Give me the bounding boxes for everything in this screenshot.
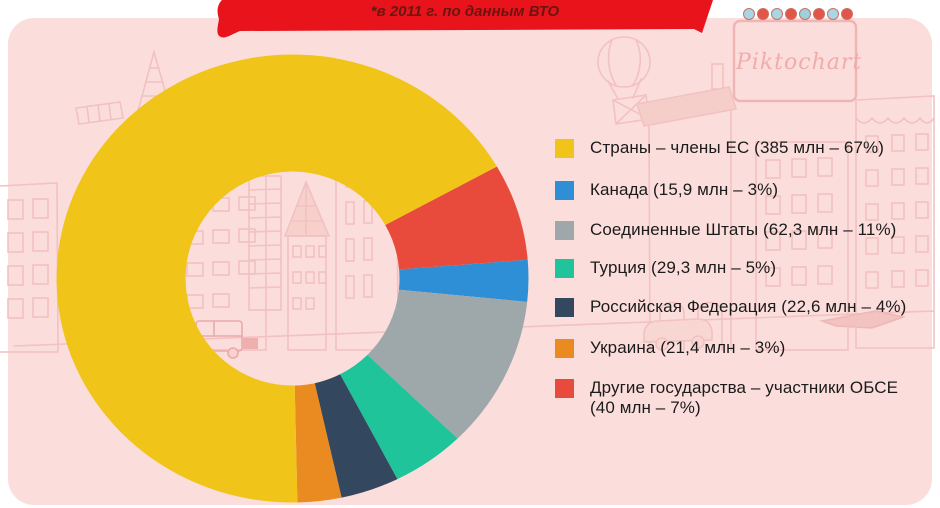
- pie-slice-0: [56, 54, 497, 503]
- legend-label: Страны – члены ЕС (385 млн – 67%): [590, 138, 885, 157]
- bead-icon: [743, 8, 755, 20]
- legend-swatch: [555, 259, 574, 278]
- legend-label: Канада (15,9 млн – 3%): [590, 180, 779, 199]
- pie-slice-1: [398, 259, 529, 302]
- legend-item: Канада (15,9 млн – 3%): [555, 180, 912, 200]
- bead-icon: [799, 8, 811, 20]
- legend-swatch: [555, 221, 574, 240]
- bead-icon: [757, 8, 769, 20]
- legend-swatch: [555, 181, 574, 200]
- ribbon-shape: [217, 0, 714, 38]
- legend-label: Российская Федерация (22,6 млн – 4%): [590, 297, 907, 316]
- legend-label: Турция (29,3 млн – 5%): [590, 258, 777, 277]
- bead-icon: [827, 8, 839, 20]
- legend-item: Турция (29,3 млн – 5%): [555, 258, 912, 278]
- pie-slice-4: [314, 374, 398, 498]
- bead-icon: [785, 8, 797, 20]
- legend-item: Соединенные Штаты (62,3 млн – 11%): [555, 220, 912, 240]
- bead-icon: [771, 8, 783, 20]
- bead-icon: [813, 8, 825, 20]
- legend-label: Украина (21,4 млн – 3%): [590, 338, 786, 357]
- legend-swatch: [555, 379, 574, 398]
- pie-slice-3: [340, 354, 458, 480]
- banner-note: *в 2011 г. по данным ВТО: [370, 3, 560, 20]
- legend-item: Российская Федерация (22,6 млн – 4%): [555, 297, 912, 317]
- pie-slice-5: [294, 383, 342, 503]
- legend-item: Страны – члены ЕС (385 млн – 67%): [555, 138, 912, 158]
- legend-swatch: [555, 298, 574, 317]
- legend-swatch: [555, 339, 574, 358]
- pie-slice-2: [367, 289, 528, 439]
- legend-swatch: [555, 139, 574, 158]
- piktochart-logo: Piktochart: [736, 50, 863, 75]
- ribbon-banner: [217, 0, 714, 38]
- legend-item: Украина (21,4 млн – 3%): [555, 338, 912, 358]
- legend-label: Другие государства – участники ОБСЕ (40 …: [590, 378, 899, 417]
- pie-slice-6: [385, 166, 528, 270]
- legend-label: Соединенные Штаты (62,3 млн – 11%): [590, 220, 897, 239]
- bead-icon: [841, 8, 853, 20]
- legend-item: Другие государства – участники ОБСЕ (40 …: [555, 378, 912, 418]
- donut-chart: [56, 54, 529, 503]
